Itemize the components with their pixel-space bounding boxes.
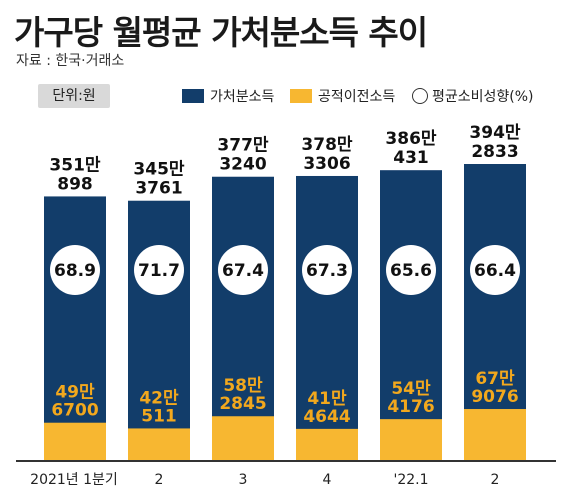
transfer-value-label-bottom: 6700 [51,401,98,421]
x-axis-tick-label: '22.1 [393,472,428,488]
transfer-value-label-bottom: 9076 [471,387,518,407]
disposable-value-label-top: 386만 [385,129,436,149]
disposable-income-bar [212,176,274,460]
legend-disposable-label: 가처분소득 [210,89,275,105]
propensity-value-label: 67.4 [222,261,264,281]
source-note: 자료 : 한국·거래소 [16,53,125,69]
propensity-value-label: 67.3 [306,261,348,281]
disposable-value-label-bottom: 2833 [471,142,518,162]
baseline [16,460,556,462]
disposable-value-label-top: 377만 [217,136,268,156]
disposable-income-bar [296,175,358,460]
transfer-income-bar [380,419,442,460]
transfer-value-label-bottom: 4176 [387,397,434,417]
disposable-value-label-bottom: 431 [393,148,429,168]
disposable-income-bar [128,200,190,460]
disposable-income-bar [380,170,442,460]
propensity-value-label: 71.7 [138,261,180,281]
x-axis-tick-label: 2 [491,472,500,488]
transfer-value-label-top: 42만 [139,388,179,408]
transfer-value-label-top: 58만 [223,376,263,396]
propensity-value-label: 68.9 [54,261,96,281]
transfer-income-bar [464,409,526,460]
disposable-value-label-top: 345만 [133,160,184,180]
disposable-value-label-bottom: 898 [57,174,93,194]
transfer-income-bar [212,416,274,460]
disposable-value-label-bottom: 3761 [135,179,182,199]
propensity-circle [218,245,268,295]
disposable-value-label-top: 378만 [301,135,352,155]
transfer-value-label-bottom: 511 [141,406,177,426]
x-axis-tick-label: 2021년 1분기 [30,472,118,488]
legend-disposable: 가처분소득 [182,84,274,108]
disposable-value-label-top: 394만 [469,123,520,143]
propensity-value-label: 66.4 [474,261,516,281]
transfer-value-label-top: 54만 [391,379,431,399]
x-axis-tick-label: 4 [323,472,332,488]
transfer-value-label-top: 49만 [55,383,95,403]
x-axis-tick-label: 2 [155,472,164,488]
disposable-value-label-bottom: 3306 [303,154,350,174]
legend-propensity-label: 평균소비성향(%) [432,89,534,105]
chart-title: 가구당 월평균 가처분소득 추이 [14,13,428,52]
propensity-value-label: 65.6 [390,261,432,281]
disposable-value-label-bottom: 3240 [219,155,266,175]
propensity-circle [386,245,436,295]
transfer-income-bar [296,428,358,460]
legend-transfer-label: 공적이전소득 [318,89,396,105]
legend-propensity: 평균소비성향(%) [412,84,534,108]
legend-propensity-circle-icon [412,88,428,104]
legend-transfer: 공적이전소득 [290,84,395,108]
x-axis-tick-label: 3 [239,472,248,488]
propensity-circle [470,245,520,295]
propensity-circle [50,245,100,295]
legend-disposable-swatch [182,89,204,103]
disposable-income-bar [44,196,106,460]
unit-label: 단위:원 [38,84,110,108]
transfer-value-label-top: 41만 [307,389,347,409]
propensity-circle [134,245,184,295]
transfer-value-label-bottom: 2845 [219,394,266,414]
disposable-value-label-top: 351만 [49,155,100,175]
transfer-value-label-bottom: 4644 [303,407,350,427]
transfer-value-label-top: 67만 [475,369,515,389]
transfer-income-bar [128,428,190,460]
legend-transfer-swatch [290,89,312,103]
propensity-circle [302,245,352,295]
transfer-income-bar [44,422,106,460]
